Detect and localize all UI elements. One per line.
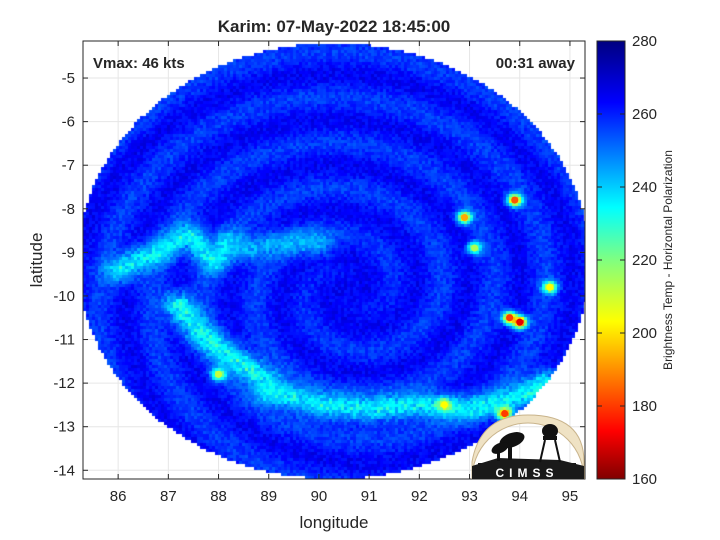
convective-cell: [461, 214, 469, 222]
cimss-logo: CIMSS: [471, 414, 585, 480]
y-tick-label: -8: [62, 201, 75, 218]
x-tick-label: 93: [461, 488, 478, 505]
x-axis-label: longitude: [299, 513, 368, 532]
colorbar-label: Brightness Temp - Horizontal Polarizatio…: [661, 150, 675, 370]
y-tick-label: -10: [53, 288, 75, 305]
x-tick-label: 87: [160, 488, 177, 505]
y-tick-label: -14: [53, 462, 75, 479]
swath-cells: [215, 196, 554, 418]
vmax-annotation: Vmax: 46 kts: [93, 55, 185, 72]
convective-cell: [516, 318, 524, 326]
y-tick-label: -13: [53, 419, 75, 436]
chart-title: Karim: 07-May-2022 18:45:00: [218, 17, 450, 36]
colorbar-tick-label: 200: [632, 325, 657, 342]
colorbar-ticks: 280 260 240 220 200 180 160: [597, 33, 657, 488]
time-away-annotation: 00:31 away: [496, 55, 576, 72]
y-axis-label: latitude: [27, 233, 46, 288]
axes-box: [82, 40, 586, 480]
x-tick-label: 95: [562, 488, 579, 505]
x-axis-ticks: 86 87 88 89 90 91 92 93 94 95: [110, 41, 578, 505]
x-tick-label: 86: [110, 488, 127, 505]
y-tick-label: -9: [62, 244, 75, 261]
convective-cell: [501, 410, 509, 418]
y-tick-label: -11: [54, 332, 75, 349]
colorbar-tick-label: 220: [632, 252, 657, 269]
y-axis-ticks: -5 -6 -7 -8 -9 -10 -11 -12 -13 -14: [53, 70, 585, 479]
convective-cell: [471, 244, 479, 252]
y-tick-label: -5: [62, 70, 75, 87]
x-tick-label: 89: [260, 488, 277, 505]
convective-cell: [215, 370, 223, 378]
y-tick-label: -7: [62, 157, 75, 174]
convective-cell: [511, 196, 519, 204]
x-tick-label: 90: [311, 488, 328, 505]
y-tick-label: -6: [62, 114, 75, 131]
x-tick-label: 91: [361, 488, 378, 505]
x-tick-label: 94: [511, 488, 528, 505]
colorbar-tick-label: 180: [632, 398, 657, 415]
convective-cell: [546, 283, 554, 291]
cimss-logo-text: CIMSS: [495, 466, 558, 480]
brightness-temperature-image: [83, 41, 585, 479]
colorbar-tick-label: 240: [632, 179, 657, 196]
colorbar-tick-label: 160: [632, 471, 657, 488]
convective-cell: [506, 314, 514, 322]
convective-cell: [440, 401, 448, 409]
y-tick-label: -12: [53, 375, 75, 392]
colorbar-tick-label: 280: [632, 33, 657, 50]
colorbar-tick-label: 260: [632, 106, 657, 123]
x-tick-label: 88: [210, 488, 227, 505]
x-tick-label: 92: [411, 488, 428, 505]
